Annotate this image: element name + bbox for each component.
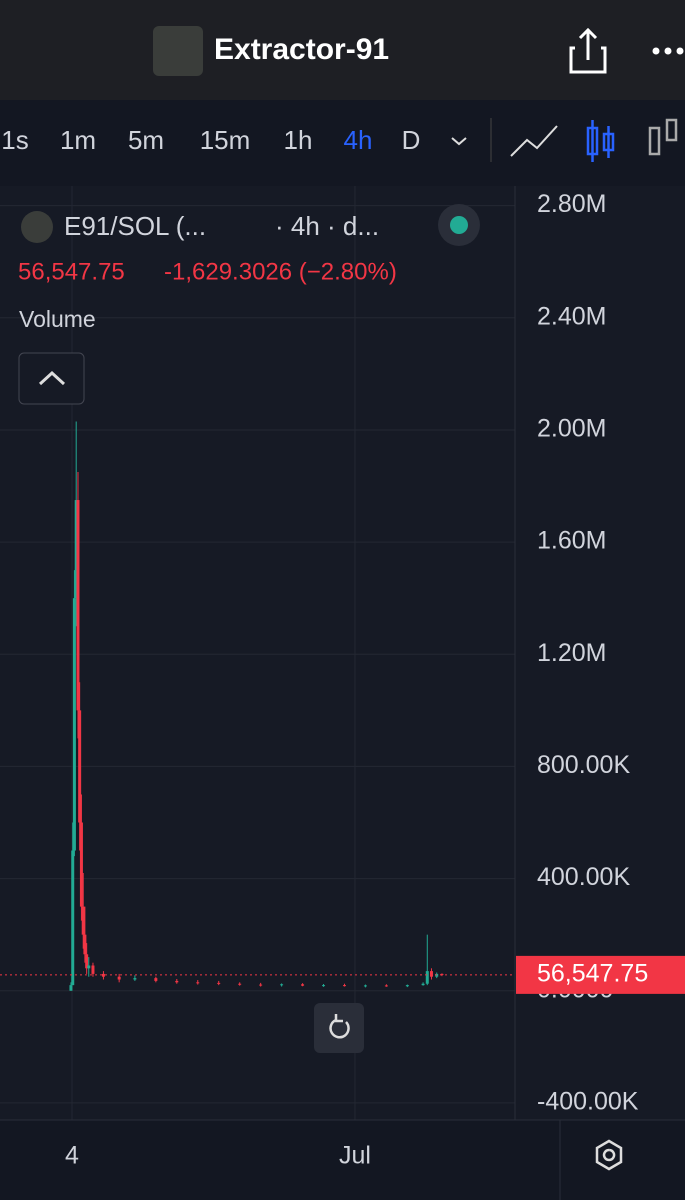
interval-button[interactable]: D [402, 125, 421, 155]
header-title: Extractor-91 [214, 33, 389, 66]
more-button[interactable] [652, 47, 684, 55]
interval-button[interactable]: 5m [128, 125, 164, 155]
candle-body [301, 984, 305, 986]
candle-body [79, 822, 83, 907]
legend-last: 56,547.75 [18, 258, 125, 285]
y-tick-label: 1.20M [537, 639, 606, 667]
x-tick-label: Jul [339, 1142, 371, 1170]
legend-interval: · 4h · d... [275, 211, 379, 241]
y-tick-label: 400.00K [537, 863, 630, 891]
candle-body [384, 985, 388, 987]
candle-body [238, 983, 242, 985]
y-tick-label: 800.00K [537, 751, 630, 779]
candle-body [72, 598, 76, 851]
y-tick-label: 1.60M [537, 527, 606, 555]
candle-body [74, 500, 78, 599]
candle-body [196, 982, 200, 984]
candle-body [421, 983, 425, 986]
candle-body [76, 500, 80, 711]
settings-button[interactable] [595, 1139, 623, 1171]
interval-dropdown[interactable] [451, 137, 467, 146]
candle-body [217, 982, 221, 984]
time-axis [0, 1120, 685, 1200]
interval-button[interactable]: 4h [344, 125, 373, 155]
candle-body [91, 965, 95, 974]
candle-body [405, 985, 409, 987]
toolbar [0, 100, 685, 182]
candle-body [133, 978, 137, 980]
candle-body [78, 710, 82, 823]
candle-body [322, 985, 326, 987]
candle-body [101, 973, 105, 977]
y-tick-label: 2.00M [537, 415, 606, 443]
candle-body [85, 954, 89, 969]
collapse-icon [38, 370, 66, 386]
candle-body [342, 985, 346, 987]
share-button[interactable] [569, 27, 607, 74]
y-tick-label: -400.00K [537, 1088, 639, 1116]
candle-body [87, 965, 91, 969]
price-label: 56,547.75 [537, 959, 648, 987]
candle-body [280, 984, 284, 986]
candle-body [154, 978, 158, 981]
candle-body [175, 980, 179, 983]
y-tick-label: 2.80M [537, 190, 606, 218]
candle-body [81, 906, 85, 935]
candle-body [69, 985, 73, 991]
legend-change: -1,629.3026 (−2.80%) [164, 258, 397, 285]
reset-button[interactable] [314, 1003, 364, 1053]
reset-icon [329, 1014, 350, 1039]
candle-body [83, 934, 87, 955]
legend-icon [21, 211, 53, 243]
interval-button[interactable]: 15m [200, 125, 251, 155]
interval-button[interactable]: 1s [1, 125, 28, 155]
token-icon [153, 26, 203, 76]
interval-button[interactable]: 1m [60, 125, 96, 155]
candle-body [117, 976, 121, 980]
candle-body [71, 850, 75, 986]
candle-body [259, 984, 263, 986]
bar-chart-button[interactable] [648, 118, 678, 156]
collapse-button[interactable] [18, 352, 85, 405]
y-tick-label: 2.40M [537, 302, 606, 330]
status-dot [450, 216, 468, 234]
legend-study: Volume [19, 306, 96, 332]
candle-body [429, 971, 433, 977]
interval-button[interactable]: 1h [284, 125, 313, 155]
price-label-box [516, 955, 685, 994]
x-tick-label: 4 [65, 1142, 79, 1170]
legend-symbol: E91/SOL (... [64, 211, 206, 241]
candle-body [363, 985, 367, 987]
line-chart-button[interactable] [510, 125, 558, 157]
candle-body [425, 971, 429, 984]
candle-chart-button[interactable] [586, 120, 615, 162]
